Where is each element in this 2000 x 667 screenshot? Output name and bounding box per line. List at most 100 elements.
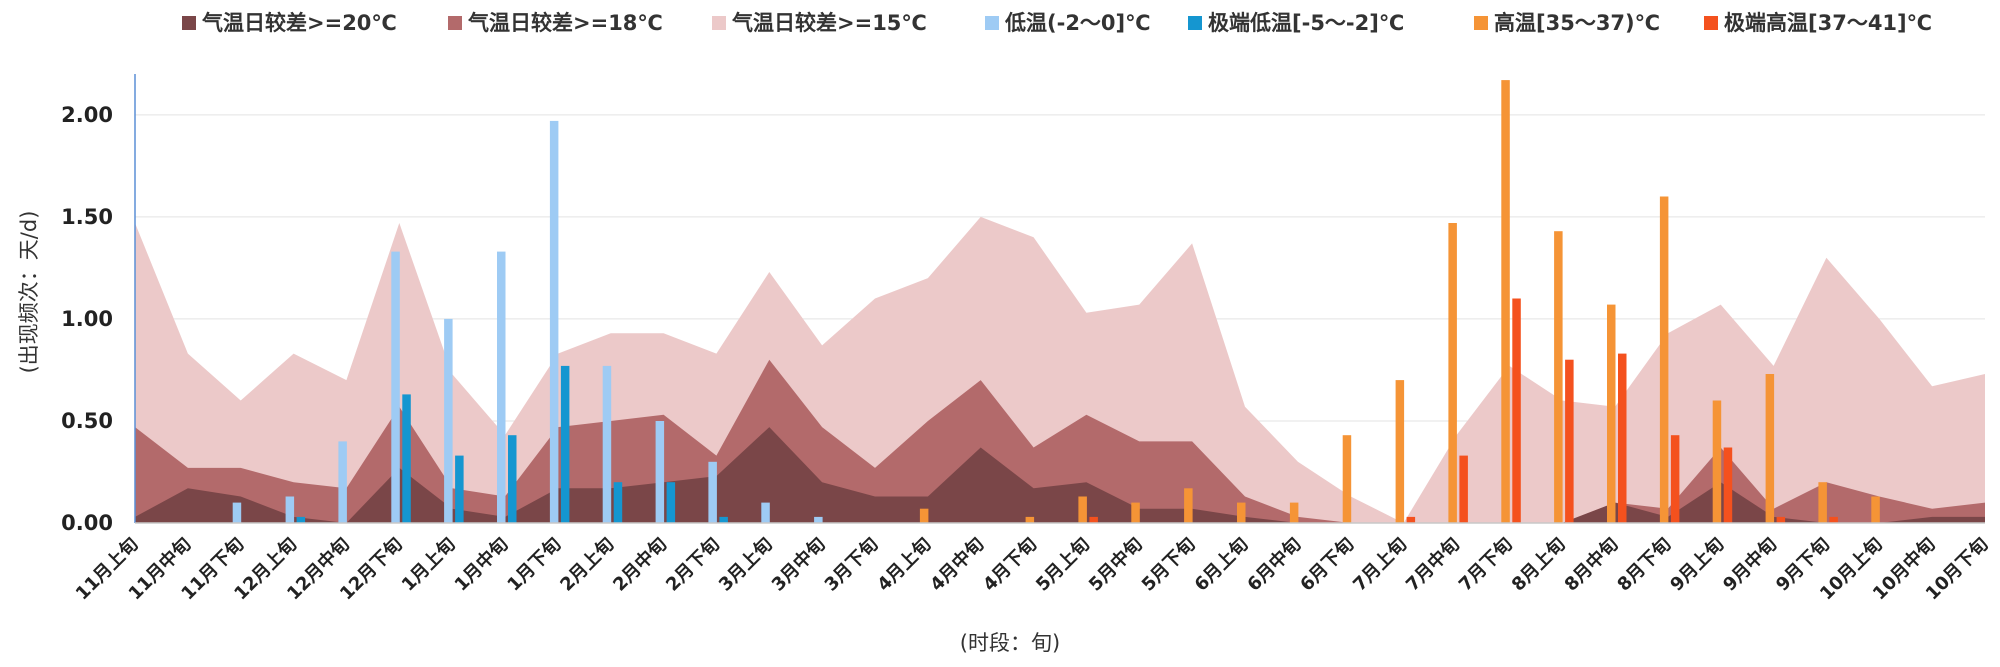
legend-swatch [448, 16, 462, 30]
bar-高温[35～37)℃ [1289, 502, 1299, 523]
bar-低温(-2～0]℃ [761, 502, 770, 523]
bar-极端高温[37～41]℃ [1723, 447, 1733, 523]
bar-低温(-2～0]℃ [814, 516, 823, 523]
legend-swatch [1188, 16, 1202, 30]
y-tick-label: 0.50 [61, 409, 113, 433]
bar-高温[35～37)℃ [1395, 380, 1405, 523]
x-tick-label: 4月下旬 [979, 533, 1042, 596]
bar-极端高温[37～41]℃ [1829, 516, 1838, 523]
x-axis-title: (时段：旬) [960, 631, 1060, 655]
x-tick-label: 7月上旬 [1349, 533, 1412, 596]
legend-label: 气温日较差>=18℃ [467, 11, 663, 35]
area-气温日较差>=20℃ [135, 427, 1985, 523]
bar-极端高温[37～41]℃ [1618, 353, 1627, 523]
bar-高温[35～37)℃ [1712, 400, 1722, 523]
bar-低温(-2～0]℃ [602, 365, 612, 523]
x-tick-label: 9月上旬 [1666, 533, 1729, 596]
bar-低温(-2～0]℃ [232, 502, 242, 523]
x-tick-label: 8月中旬 [1560, 533, 1623, 596]
legend-label: 高温[35～37)℃ [1494, 11, 1660, 35]
x-tick-label: 3月上旬 [714, 533, 777, 596]
legend-swatch [712, 16, 726, 30]
bar-series [232, 80, 1880, 524]
bar-极端高温[37～41]℃ [1512, 298, 1521, 523]
bar-高温[35～37)℃ [1448, 223, 1457, 523]
y-tick-label: 2.00 [61, 103, 113, 127]
bar-低温(-2～0]℃ [338, 441, 347, 523]
bar-高温[35～37)℃ [1025, 516, 1035, 523]
y-tick-label: 1.50 [61, 205, 113, 229]
x-tick-label: 2月上旬 [556, 533, 619, 596]
x-tick-label: 4月中旬 [926, 533, 989, 596]
bar-极端低温[-5～-2]℃ [402, 394, 411, 523]
x-tick-label: 7月中旬 [1401, 533, 1464, 596]
bar-高温[35～37)℃ [1607, 304, 1616, 523]
x-tick-label: 6月中旬 [1243, 533, 1306, 596]
area-气温日较差>=18℃ [135, 359, 1985, 523]
bar-极端低温[-5～-2]℃ [666, 482, 676, 523]
bar-高温[35～37)℃ [1818, 482, 1827, 523]
x-tick-label: 5月上旬 [1031, 533, 1094, 596]
x-tick-label: 2月下旬 [661, 533, 724, 596]
legend-label: 极端高温[37～41]℃ [1724, 11, 1932, 35]
bar-高温[35～37)℃ [1342, 435, 1352, 523]
bar-低温(-2～0]℃ [391, 251, 400, 523]
bar-极端高温[37～41]℃ [1089, 516, 1098, 523]
x-tick-label: 5月中旬 [1084, 533, 1147, 596]
bar-高温[35～37)℃ [1501, 80, 1510, 523]
legend-swatch [985, 16, 999, 30]
x-tick-label: 3月下旬 [820, 533, 883, 596]
bar-高温[35～37)℃ [1078, 496, 1087, 523]
bar-极端高温[37～41]℃ [1670, 435, 1680, 523]
x-tick-label: 2月中旬 [609, 533, 672, 596]
legend-label: 气温日较差>=15℃ [731, 11, 927, 35]
x-tick-label: 3月中旬 [767, 533, 830, 596]
bar-低温(-2～0]℃ [708, 461, 717, 523]
y-tick-label: 1.00 [61, 307, 113, 331]
x-tick-label: 4月上旬 [873, 533, 936, 596]
bar-高温[35～37)℃ [1765, 374, 1775, 523]
y-tick-label: 0.00 [61, 511, 113, 535]
bar-极端高温[37～41]℃ [1406, 516, 1416, 523]
legend-swatch [182, 16, 196, 30]
bar-低温(-2～0]℃ [549, 120, 559, 524]
bar-高温[35～37)℃ [919, 508, 929, 523]
bar-极端低温[-5～-2]℃ [455, 455, 464, 523]
bar-低温(-2～0]℃ [497, 251, 506, 523]
bar-高温[35～37)℃ [1554, 231, 1563, 523]
legend-label: 极端低温[-5～-2]℃ [1208, 11, 1404, 35]
legend-swatch [1704, 16, 1718, 30]
bar-高温[35～37)℃ [1184, 488, 1193, 523]
bar-极端低温[-5～-2]℃ [613, 482, 623, 523]
legend-label: 气温日较差>=20℃ [201, 11, 397, 35]
x-tick-label: 1月上旬 [397, 533, 460, 596]
bar-高温[35～37)℃ [1237, 502, 1246, 523]
x-tick-label: 8月下旬 [1613, 533, 1676, 596]
bar-极端低温[-5～-2]℃ [508, 435, 517, 523]
bar-低温(-2～0]℃ [285, 496, 295, 523]
area-series [135, 216, 1985, 523]
bar-低温(-2～0]℃ [655, 421, 665, 523]
bar-高温[35～37)℃ [1871, 496, 1880, 523]
bar-极端高温[37～41]℃ [1565, 359, 1574, 523]
bar-低温(-2～0]℃ [444, 318, 453, 523]
bar-高温[35～37)℃ [1659, 196, 1669, 523]
x-tick-label: 6月上旬 [1190, 533, 1253, 596]
x-tick-label: 5月下旬 [1137, 533, 1200, 596]
x-tick-label: 6月下旬 [1296, 533, 1359, 596]
legend-swatch [1474, 16, 1488, 30]
bar-极端低温[-5～-2]℃ [719, 516, 728, 523]
bar-极端高温[37～41]℃ [1776, 516, 1786, 523]
x-tick-label: 8月上旬 [1507, 533, 1570, 596]
x-tick-label: 1月中旬 [450, 533, 513, 596]
bar-极端低温[-5～-2]℃ [296, 516, 306, 523]
x-tick-label: 9月中旬 [1719, 533, 1782, 596]
x-tick-label: 1月下旬 [503, 533, 566, 596]
bar-高温[35～37)℃ [1131, 502, 1140, 523]
legend-label: 低温(-2～0]℃ [1004, 11, 1151, 35]
bar-极端高温[37～41]℃ [1459, 455, 1468, 523]
bar-极端低温[-5～-2]℃ [560, 365, 570, 523]
legend: 气温日较差>=20℃ 气温日较差>=18℃ 气温日较差>=15℃ 低温(-2～0]℃ 极… [182, 11, 1932, 35]
y-axis-title: (出现频次：天/d) [17, 211, 41, 374]
